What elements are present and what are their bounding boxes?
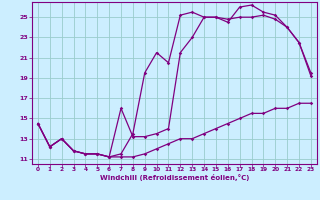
X-axis label: Windchill (Refroidissement éolien,°C): Windchill (Refroidissement éolien,°C) [100,174,249,181]
